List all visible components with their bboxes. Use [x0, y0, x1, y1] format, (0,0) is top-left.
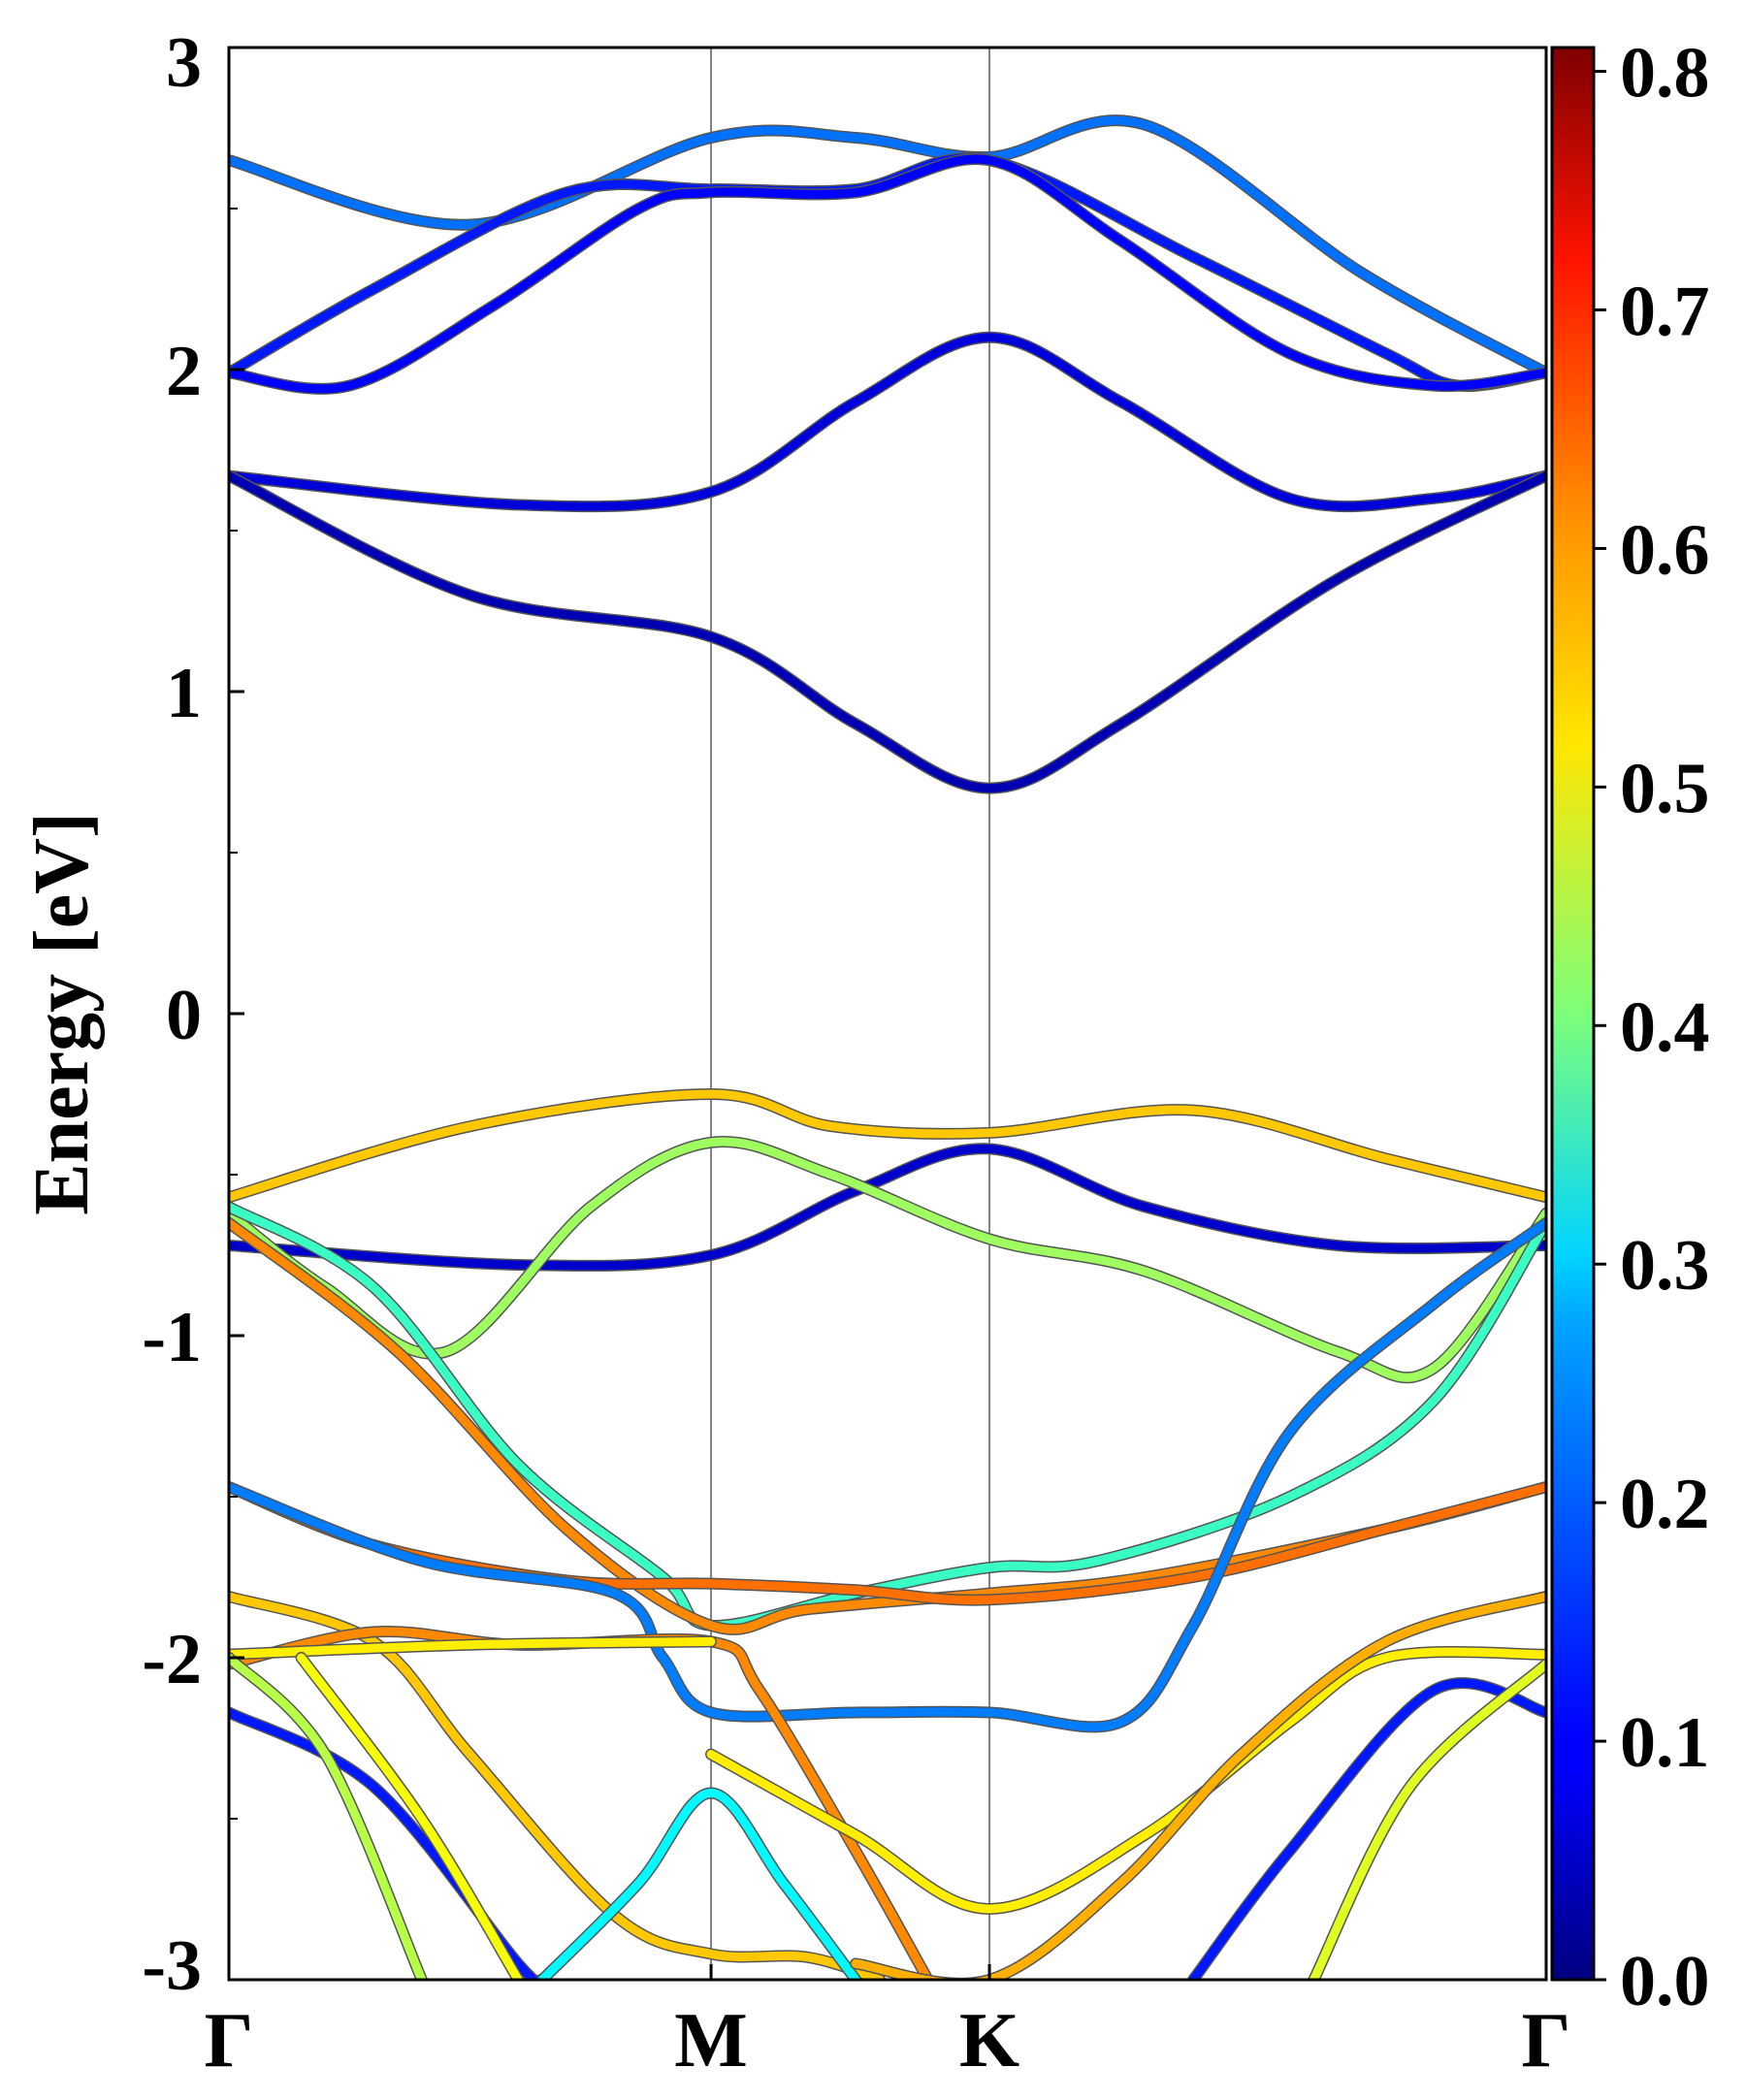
y-axis: 3 2 1 0 -1 -2 -3: [142, 23, 244, 2006]
band-outline-22: [1187, 1677, 1546, 1980]
colorbar-tick-label-0: 0.0: [1620, 1942, 1710, 2021]
band-line-16: [229, 1707, 547, 1980]
y-axis-label: Energy [eV]: [19, 812, 105, 1214]
y-tick-label-5: -2: [142, 1620, 202, 1699]
y-tick-label-1: 2: [166, 332, 202, 411]
colorbar-tick-label-7: 0.7: [1620, 273, 1710, 352]
y-tick-label-3: 0: [166, 976, 202, 1055]
band-outline-3: [229, 153, 1546, 395]
colorbar-tick-label-4: 0.4: [1620, 987, 1710, 1067]
colorbar-ticks: 0.0 0.1 0.2 0.3 0.4 0.5 0.6 0.7 0.8: [1594, 34, 1710, 2021]
y-tick-label-0: 3: [166, 23, 202, 103]
band-line-3: [229, 154, 1546, 394]
x-tick-label-0: Γ: [205, 1998, 254, 2084]
band-line-19: [297, 1653, 523, 1980]
band-line-22: [1188, 1678, 1546, 1980]
high-symmetry-lines: [710, 48, 991, 1980]
band-line-15: [229, 1636, 716, 1660]
colorbar-tick-label-6: 0.6: [1620, 510, 1710, 590]
band-outline-18: [229, 1652, 428, 1980]
band-line-8: [229, 1137, 1546, 1382]
colorbar-tick-label-2: 0.2: [1620, 1465, 1710, 1544]
band-line-7: [229, 1144, 1546, 1271]
colorbar-tick-label-5: 0.5: [1620, 749, 1710, 828]
colorbar-tick-label-3: 0.3: [1620, 1226, 1710, 1306]
x-tick-label-2: K: [959, 1998, 1019, 2084]
band-line-4: [229, 333, 1546, 511]
colorbar-tick-label-1: 0.1: [1620, 1703, 1710, 1783]
band-line-6: [229, 1089, 1546, 1202]
band-line-1: [229, 115, 1546, 377]
band-line-23: [1309, 1660, 1546, 1980]
colorbar-tick-label-8: 0.8: [1620, 34, 1710, 113]
x-tick-label-1: M: [674, 1998, 748, 2084]
y-tick-label-2: 1: [166, 654, 202, 733]
band-line-12: [229, 1218, 1546, 1731]
band-line-5: [229, 471, 1546, 793]
y-tick-label-4: -1: [142, 1298, 202, 1377]
band-line-18: [229, 1653, 427, 1980]
band-outline-23: [1308, 1658, 1546, 1980]
x-tick-label-3: Γ: [1522, 1998, 1571, 2084]
band-outline-4: [229, 331, 1546, 513]
band-outline-10: [229, 1216, 1546, 1635]
band-line-17: [537, 1788, 860, 1980]
band-line-21: [851, 1592, 1546, 1980]
band-line-13: [229, 1592, 885, 1980]
colorbar: [1550, 46, 1596, 1982]
y-tick-label-6: -3: [142, 1926, 202, 2006]
bands-group: [229, 114, 1546, 1980]
band-line-20: [706, 1647, 1546, 1914]
band-line-10: [229, 1218, 1546, 1634]
